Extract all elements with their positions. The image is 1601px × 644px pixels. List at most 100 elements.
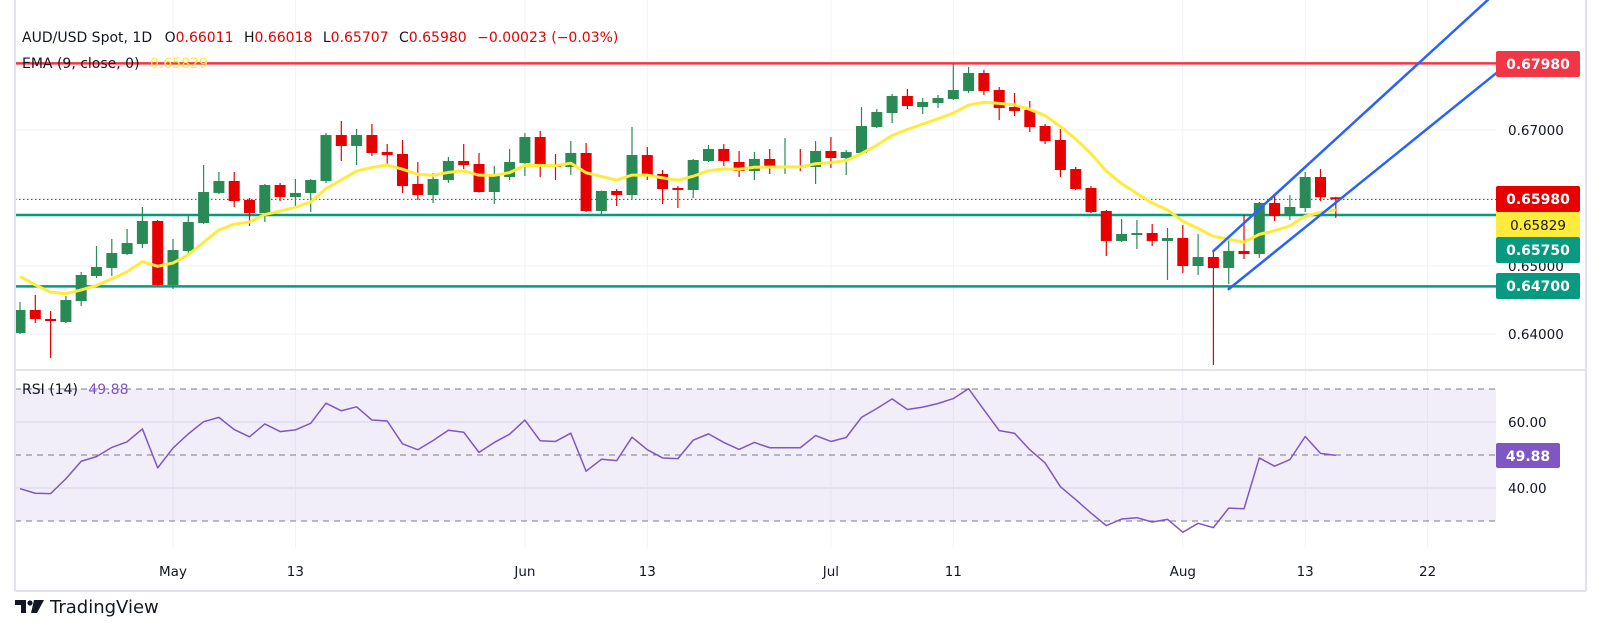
candle <box>565 141 577 176</box>
time-tick: Jun <box>513 564 535 580</box>
resistance-badge: 0.67980 <box>1496 51 1580 77</box>
candle-body <box>1330 197 1342 200</box>
candle-body <box>504 162 516 177</box>
support1-badge-text: 0.65750 <box>1506 243 1570 259</box>
symbol-title[interactable]: AUD/USD Spot, 1D <box>22 30 152 46</box>
candle <box>901 88 913 109</box>
candle-body <box>657 173 669 190</box>
candle <box>136 206 148 248</box>
candle-body <box>1162 237 1173 241</box>
candle-body <box>1054 139 1066 170</box>
price-tick: 0.67000 <box>1508 123 1564 139</box>
tradingview-logo[interactable]: TradingView <box>15 597 159 618</box>
candle-body <box>1177 237 1189 266</box>
ema-legend[interactable]: EMA (9, close, 0) 0.65829 <box>22 56 208 72</box>
time-axis[interactable]: May 13 Jun 13 Jul 11 Aug 13 22 <box>159 564 1436 580</box>
ema-badge-text: 0.65829 <box>1510 218 1566 234</box>
candle-body <box>611 190 623 196</box>
candle <box>91 246 102 278</box>
candle-body <box>748 158 760 172</box>
candle-body <box>488 175 500 193</box>
candle-body <box>274 185 286 197</box>
candle-body <box>427 179 439 196</box>
rsi-band <box>15 388 1496 522</box>
trendline-upper[interactable] <box>1212 0 1504 253</box>
candle <box>1131 220 1143 249</box>
candle <box>1116 219 1128 242</box>
rsi-line-group <box>19 387 1336 533</box>
candle <box>488 165 500 204</box>
candle-body <box>978 73 990 91</box>
candle <box>840 149 852 176</box>
candle <box>381 144 393 166</box>
trendline-lower[interactable] <box>1227 67 1504 291</box>
time-tick: Aug <box>1170 564 1196 580</box>
rsi-line <box>19 387 1336 533</box>
candle-body <box>886 96 898 113</box>
candle <box>1054 128 1066 177</box>
candle-body <box>473 164 485 193</box>
open-label: O <box>165 30 176 46</box>
candle <box>1315 169 1326 201</box>
tradingview-wordmark: TradingView <box>49 597 159 618</box>
candle-body <box>733 162 745 172</box>
candle-body <box>91 267 102 276</box>
candle <box>856 107 867 155</box>
candle <box>1284 195 1296 221</box>
low-value: 0.65707 <box>331 30 389 46</box>
candle-body <box>1024 110 1036 128</box>
candle-body <box>1253 203 1265 255</box>
close-label: C <box>399 30 409 46</box>
candle <box>595 190 607 214</box>
high-value: 0.66018 <box>254 30 312 46</box>
candle-body <box>1116 233 1128 241</box>
candle <box>121 229 133 255</box>
candle-body <box>1146 233 1158 241</box>
candle <box>274 182 286 201</box>
last-price-badge-text: 0.65980 <box>1506 192 1570 208</box>
rsi-badge-text: 49.88 <box>1506 449 1550 465</box>
ema-line <box>19 100 1337 296</box>
candle-body <box>901 96 913 106</box>
candle <box>504 148 516 180</box>
tradingview-logo-icon <box>15 600 44 613</box>
candle <box>458 144 470 170</box>
candle <box>1085 186 1097 214</box>
time-tick: 22 <box>1419 564 1436 580</box>
candle <box>1330 196 1342 218</box>
trend-channel[interactable] <box>1212 0 1504 291</box>
candle-body <box>519 137 531 163</box>
candle <box>626 127 638 200</box>
candle-body <box>320 135 332 181</box>
candle <box>213 172 225 194</box>
candle-body <box>595 190 607 211</box>
candle <box>228 172 240 207</box>
candle <box>978 69 990 95</box>
rsi-tick: 40.00 <box>1508 481 1547 497</box>
candle-body <box>106 253 118 268</box>
candle-body <box>60 300 72 323</box>
candle-body <box>917 101 929 108</box>
support1-badge: 0.65750 <box>1496 237 1580 263</box>
candle <box>703 145 714 162</box>
candle <box>15 301 26 334</box>
candle-body <box>825 151 837 159</box>
legend-line: AUD/USD Spot, 1D O0.66011 H0.66018 L0.65… <box>22 30 618 46</box>
candle-body <box>75 274 87 302</box>
candle <box>1146 223 1158 247</box>
candle-body <box>1192 257 1204 266</box>
candle-body <box>810 151 822 167</box>
candle <box>611 189 623 207</box>
candle <box>534 131 546 177</box>
low-label: L <box>323 30 331 46</box>
time-tick: May <box>159 564 187 580</box>
candle <box>412 162 424 200</box>
candle-body <box>1039 125 1051 142</box>
candle <box>886 93 898 123</box>
candle <box>1269 195 1281 221</box>
candle <box>60 295 72 323</box>
candle-body <box>641 155 653 176</box>
rsi-legend[interactable]: RSI (14) 49.88 <box>22 382 128 398</box>
candle <box>305 179 317 213</box>
